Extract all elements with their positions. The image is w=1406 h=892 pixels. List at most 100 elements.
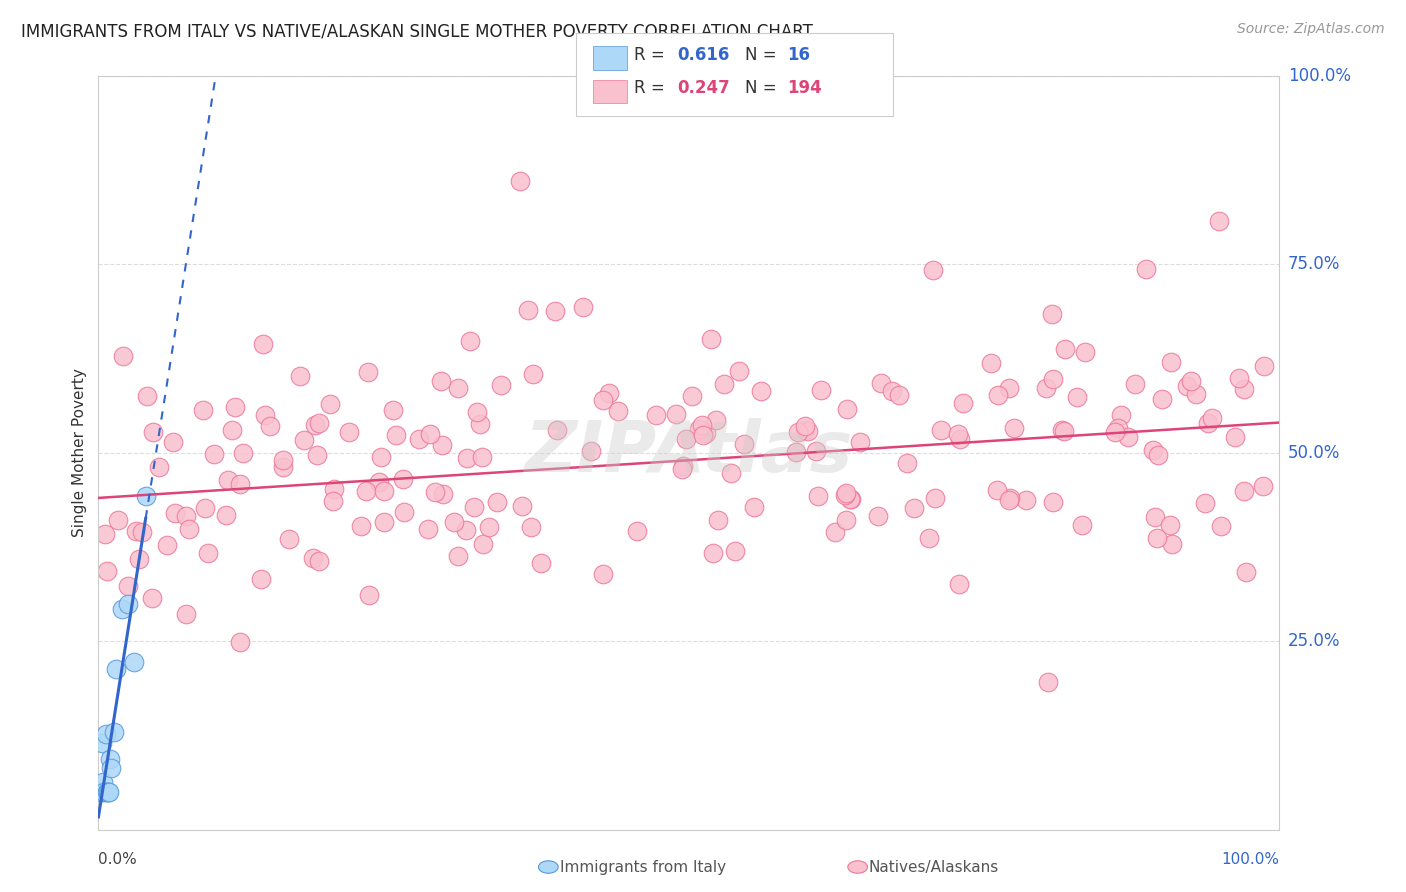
Text: N =: N = <box>745 46 782 64</box>
Point <box>835 401 858 416</box>
Point <box>1160 354 1182 368</box>
Point <box>1180 374 1202 388</box>
Point <box>807 489 830 503</box>
Point <box>98 785 121 799</box>
Point <box>128 552 150 566</box>
Point <box>903 500 925 515</box>
Point <box>103 724 125 739</box>
Point <box>135 490 157 504</box>
Point <box>419 426 441 441</box>
Point <box>704 413 727 427</box>
Point <box>681 389 703 403</box>
Point <box>986 483 1008 498</box>
Point <box>350 519 373 533</box>
Point <box>392 472 415 486</box>
Point <box>835 513 858 527</box>
Point <box>785 444 807 458</box>
Point <box>592 566 614 581</box>
Point <box>728 364 751 378</box>
Point <box>1135 262 1157 277</box>
Text: 25.0%: 25.0% <box>1288 632 1340 650</box>
Point <box>1185 387 1208 401</box>
Point <box>1015 493 1038 508</box>
Point <box>1197 416 1219 430</box>
Point <box>1074 345 1097 359</box>
Point <box>392 505 415 519</box>
Point <box>998 492 1021 507</box>
Point <box>949 433 972 447</box>
Point <box>308 416 330 430</box>
Point <box>672 459 695 474</box>
Point <box>259 418 281 433</box>
Point <box>1111 408 1133 422</box>
Point <box>97 785 120 799</box>
Point <box>1161 536 1184 550</box>
Point <box>546 423 568 437</box>
Point <box>111 349 134 363</box>
Point <box>357 588 380 602</box>
Point <box>1253 359 1275 374</box>
Point <box>271 460 294 475</box>
Point <box>217 473 239 487</box>
Point <box>918 531 941 545</box>
Point <box>824 525 846 540</box>
Point <box>671 462 693 476</box>
Point <box>724 544 747 558</box>
Point <box>834 488 856 502</box>
Point <box>271 453 294 467</box>
Point <box>224 400 246 414</box>
Point <box>1234 565 1257 579</box>
Point <box>1146 531 1168 545</box>
Text: 0.0%: 0.0% <box>98 852 138 867</box>
Point <box>598 385 620 400</box>
Point <box>122 655 145 669</box>
Point <box>354 483 377 498</box>
Point <box>998 381 1021 395</box>
Point <box>96 785 118 799</box>
Point <box>384 427 406 442</box>
Point <box>713 377 735 392</box>
Point <box>458 334 481 348</box>
Point <box>1116 430 1139 444</box>
Point <box>319 397 342 411</box>
Point <box>1144 509 1167 524</box>
Point <box>288 368 311 383</box>
Point <box>835 485 858 500</box>
Point <box>323 482 346 496</box>
Point <box>162 434 184 449</box>
Text: 0.616: 0.616 <box>678 46 730 64</box>
Point <box>308 554 330 568</box>
Point <box>141 591 163 606</box>
Text: Natives/Alaskans: Natives/Alaskans <box>869 860 1000 874</box>
Point <box>1042 494 1064 508</box>
Point <box>692 428 714 442</box>
Point <box>91 736 114 750</box>
Point <box>793 418 815 433</box>
Point <box>922 263 945 277</box>
Point <box>194 500 217 515</box>
Text: N =: N = <box>745 79 782 97</box>
Point <box>91 775 114 789</box>
Point <box>370 450 392 464</box>
Point <box>707 513 730 527</box>
Point <box>572 300 595 314</box>
Point <box>468 417 491 431</box>
Point <box>94 527 117 541</box>
Point <box>1159 517 1181 532</box>
Point <box>148 460 170 475</box>
Point <box>987 387 1010 401</box>
Point <box>948 576 970 591</box>
Point <box>530 556 553 570</box>
Point <box>839 492 862 507</box>
Text: 16: 16 <box>787 46 810 64</box>
Point <box>794 424 817 438</box>
Point <box>787 425 810 440</box>
Point <box>252 337 274 351</box>
Point <box>107 513 129 527</box>
Point <box>870 376 893 391</box>
Point <box>980 356 1002 370</box>
Point <box>1201 411 1223 425</box>
Point <box>690 417 713 432</box>
Point <box>509 173 531 187</box>
Point <box>250 572 273 586</box>
